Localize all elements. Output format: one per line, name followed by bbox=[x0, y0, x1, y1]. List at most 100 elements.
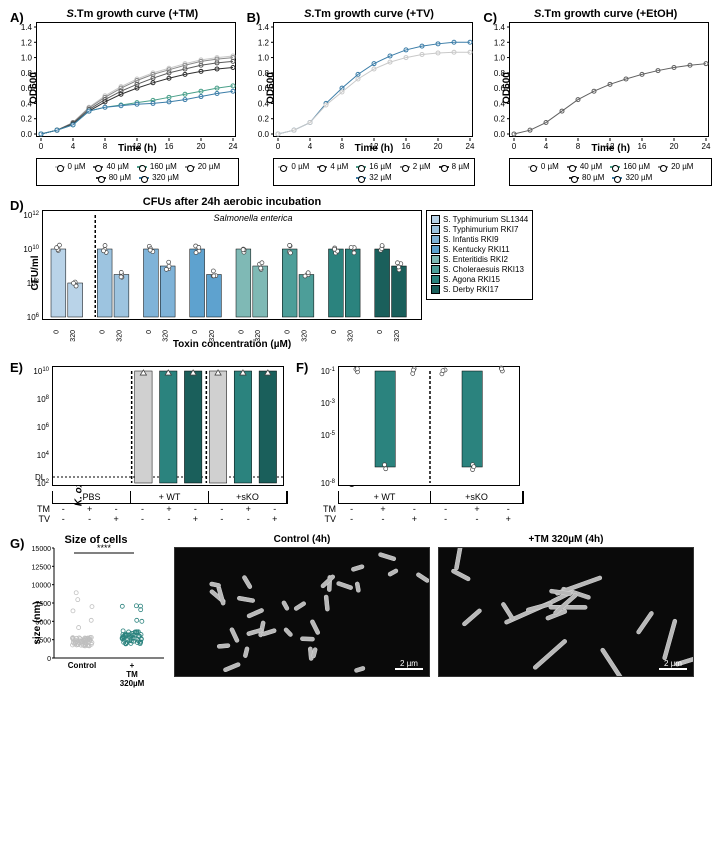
panel-d-chart: 10610810101012Salmonella enterica0320032… bbox=[42, 210, 422, 320]
legend-item: 2 µM bbox=[400, 162, 431, 171]
panel-c-legend: 0 µM40 µM160 µM20 µM80 µM320 µM bbox=[509, 158, 712, 186]
strain-legend-item: S. Choleraesuis RKI13 bbox=[431, 265, 528, 274]
panel-e-label: E) bbox=[10, 360, 23, 375]
svg-text:1010: 1010 bbox=[23, 245, 39, 254]
svg-text:0.6: 0.6 bbox=[21, 84, 33, 93]
svg-text:1.0: 1.0 bbox=[494, 54, 506, 63]
panel-e-matrix: TM-+--+--+-TV--+--+--+ bbox=[52, 504, 288, 524]
svg-text:0: 0 bbox=[275, 142, 280, 151]
svg-text:0: 0 bbox=[512, 142, 517, 151]
panel-d-label: D) bbox=[10, 198, 24, 213]
svg-text:0.4: 0.4 bbox=[21, 99, 33, 108]
svg-text:0: 0 bbox=[53, 330, 60, 334]
svg-text:0: 0 bbox=[100, 330, 107, 334]
svg-text:0.8: 0.8 bbox=[258, 69, 270, 78]
svg-text:2 µm: 2 µm bbox=[664, 659, 682, 668]
panel-c-title: S.Tm growth curve (+EtOH) bbox=[499, 8, 712, 20]
panel-e-chart: 1021041061081010DL bbox=[52, 366, 284, 486]
svg-text:0: 0 bbox=[146, 330, 153, 334]
legend-item: 16 µM bbox=[356, 162, 391, 171]
strain-legend-item: S. Infantis RKI9 bbox=[431, 235, 528, 244]
svg-text:1.2: 1.2 bbox=[258, 38, 270, 47]
svg-text:106: 106 bbox=[27, 313, 40, 322]
svg-text:2 µm: 2 µm bbox=[400, 659, 418, 668]
svg-text:104: 104 bbox=[37, 451, 50, 460]
svg-text:320: 320 bbox=[301, 330, 308, 342]
panel-b-legend: 0 µM4 µM16 µM2 µM8 µM32 µM bbox=[273, 158, 476, 186]
svg-text:4: 4 bbox=[544, 142, 549, 151]
legend-item: 160 µM bbox=[137, 162, 177, 171]
panel-f-groups: + WT+sKO bbox=[338, 491, 524, 504]
svg-text:1.2: 1.2 bbox=[21, 38, 33, 47]
panel-b: B) S.Tm growth curve (+TV) OD600 0.00.20… bbox=[245, 8, 476, 186]
legend-item: 0 µM bbox=[528, 162, 559, 171]
svg-text:12: 12 bbox=[606, 142, 615, 151]
strain-legend-item: S. Typhimurium SL1344 bbox=[431, 215, 528, 224]
svg-text:320: 320 bbox=[116, 330, 123, 342]
svg-text:+: + bbox=[130, 661, 135, 670]
legend-item: 40 µM bbox=[567, 162, 602, 171]
svg-text:0.0: 0.0 bbox=[494, 130, 506, 139]
legend-item: 32 µM bbox=[356, 173, 391, 182]
svg-text:0: 0 bbox=[377, 330, 384, 334]
panel-g-micro2: 2 µm bbox=[438, 547, 694, 677]
strain-legend-item: S. Typhimurium RKI7 bbox=[431, 225, 528, 234]
svg-text:1012: 1012 bbox=[23, 211, 39, 220]
svg-text:0.0: 0.0 bbox=[21, 130, 33, 139]
svg-text:0.2: 0.2 bbox=[21, 115, 33, 124]
legend-item: 0 µM bbox=[278, 162, 309, 171]
panel-g-label: G) bbox=[10, 536, 24, 551]
svg-text:20: 20 bbox=[433, 142, 442, 151]
panel-c-chart: 0.00.20.40.60.81.01.21.404812162024 bbox=[509, 22, 709, 137]
panel-e-groups: PBS+ WT+sKO bbox=[52, 491, 288, 504]
svg-text:320: 320 bbox=[255, 330, 262, 342]
svg-text:0.2: 0.2 bbox=[258, 115, 270, 124]
svg-text:0: 0 bbox=[285, 330, 292, 334]
svg-text:320: 320 bbox=[70, 330, 77, 342]
svg-text:0: 0 bbox=[238, 330, 245, 334]
svg-text:1.0: 1.0 bbox=[258, 54, 270, 63]
svg-text:10-1: 10-1 bbox=[321, 367, 336, 376]
panel-g-scatter: 0250050007500100001250015000****Control+… bbox=[44, 548, 174, 678]
legend-item: 80 µM bbox=[96, 173, 131, 182]
panel-b-chart: 0.00.20.40.60.81.01.21.404812162024 bbox=[273, 22, 473, 137]
legend-item: 0 µM bbox=[55, 162, 86, 171]
svg-text:24: 24 bbox=[229, 142, 238, 151]
svg-text:16: 16 bbox=[638, 142, 647, 151]
svg-text:108: 108 bbox=[37, 395, 50, 404]
svg-text:12: 12 bbox=[133, 142, 142, 151]
panel-d: D) CFUs after 24h aerobic incubation CFU… bbox=[8, 196, 712, 350]
svg-text:1010: 1010 bbox=[33, 367, 49, 376]
svg-text:0.6: 0.6 bbox=[258, 84, 270, 93]
panel-c: C) S.Tm growth curve (+EtOH) OD600 0.00.… bbox=[481, 8, 712, 186]
panel-d-title: CFUs after 24h aerobic incubation bbox=[42, 196, 422, 208]
row-abc: A) S.Tm growth curve (+TM) OD600 0.00.20… bbox=[8, 8, 712, 186]
svg-text:24: 24 bbox=[465, 142, 474, 151]
svg-text:20: 20 bbox=[197, 142, 206, 151]
svg-text:0.4: 0.4 bbox=[258, 99, 270, 108]
svg-text:10-8: 10-8 bbox=[321, 479, 336, 488]
svg-text:0: 0 bbox=[192, 330, 199, 334]
svg-text:320: 320 bbox=[394, 330, 401, 342]
legend-item: 20 µM bbox=[658, 162, 693, 171]
legend-item: 40 µM bbox=[93, 162, 128, 171]
svg-text:****: **** bbox=[97, 543, 112, 553]
panel-g-micro1: 2 µm bbox=[174, 547, 430, 677]
svg-text:0.4: 0.4 bbox=[494, 99, 506, 108]
svg-text:320: 320 bbox=[163, 330, 170, 342]
svg-text:1.4: 1.4 bbox=[21, 23, 33, 32]
strain-legend-item: S. Enteritidis RKI2 bbox=[431, 255, 528, 264]
strain-legend-item: S. Agona RKI15 bbox=[431, 275, 528, 284]
svg-text:TM: TM bbox=[126, 670, 138, 679]
panel-a-legend: 0 µM40 µM160 µM20 µM80 µM320 µM bbox=[36, 158, 239, 186]
svg-text:1.0: 1.0 bbox=[21, 54, 33, 63]
svg-text:1.2: 1.2 bbox=[494, 38, 506, 47]
svg-text:1.4: 1.4 bbox=[258, 23, 270, 32]
legend-item: 320 µM bbox=[139, 173, 179, 182]
legend-item: 80 µM bbox=[569, 173, 604, 182]
panel-f-chart: 10-810-510-310-1 bbox=[338, 366, 520, 486]
panel-e: E) K. oxytoca CFU/ml in TLB 102104106108… bbox=[8, 358, 288, 524]
svg-text:8: 8 bbox=[339, 142, 344, 151]
svg-text:0: 0 bbox=[331, 330, 338, 334]
svg-text:0.2: 0.2 bbox=[494, 115, 506, 124]
